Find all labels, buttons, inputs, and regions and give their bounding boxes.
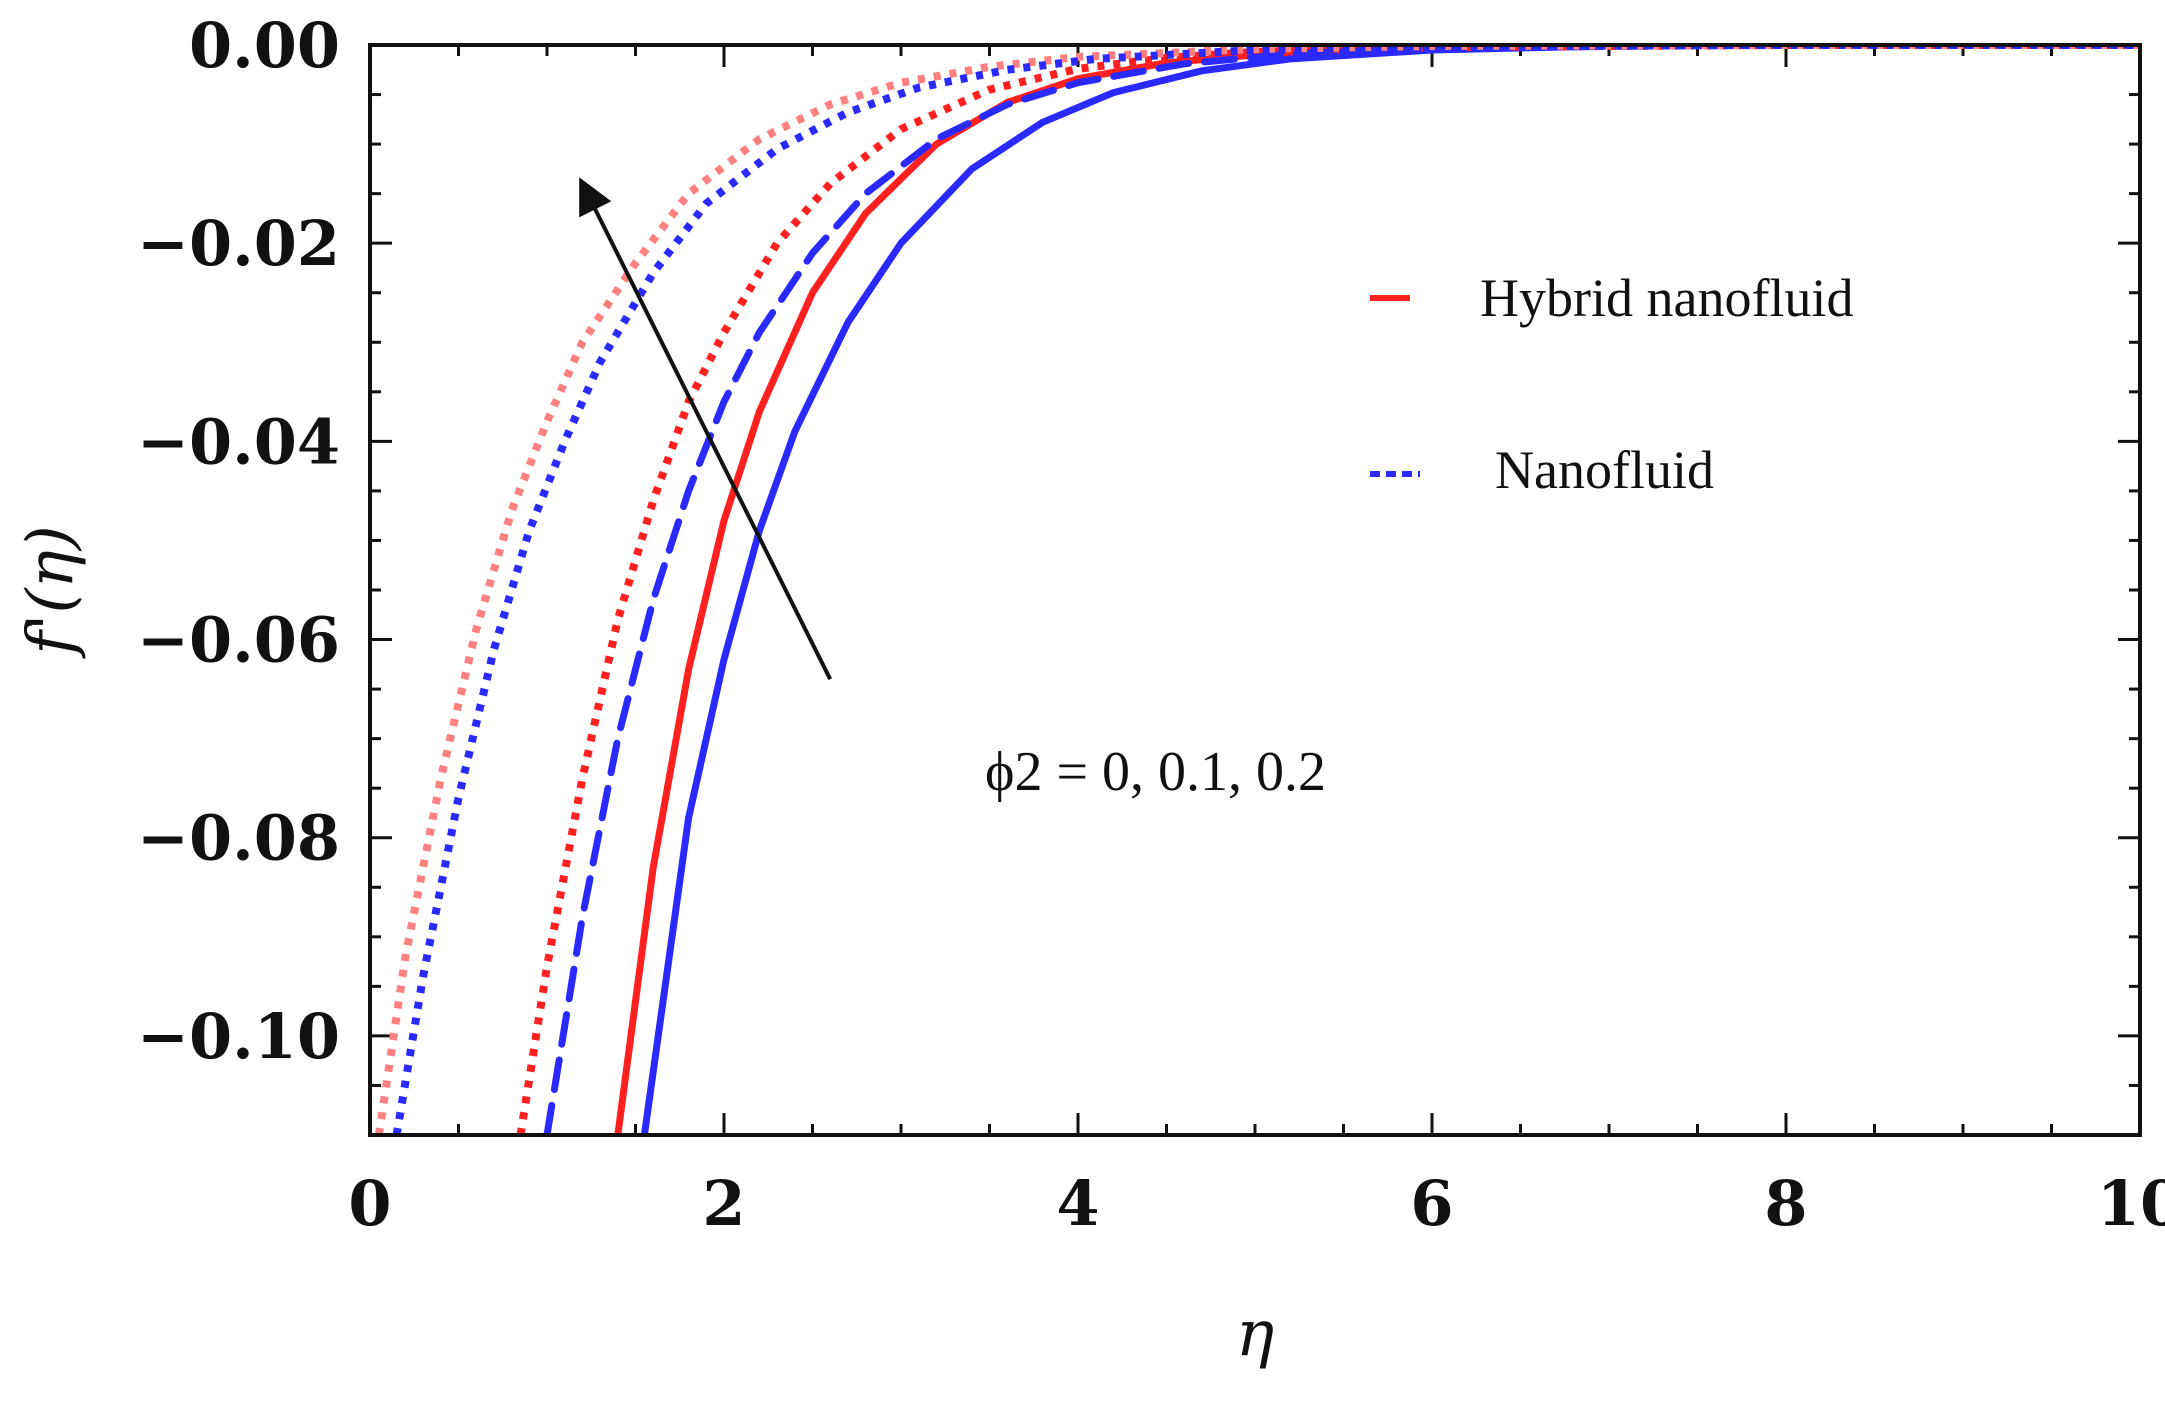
x-tick-label: 10 [2097,1167,2165,1240]
y-tick-label: −0.04 [137,405,340,478]
series-line-hybrid-2 [516,45,2140,1135]
legend-label-hybrid: Hybrid nanofluid [1480,268,1853,328]
y-tick-label: −0.02 [137,207,340,280]
x-tick-label: 2 [702,1167,745,1240]
y-axis-label: f'(η) [14,525,88,659]
tick-labels: 0 2 4 6 8 10 0.00 −0.02 −0.04 −0.06 −0.08 −0.10 [137,9,2165,1240]
series-line-nanofluid-5 [392,45,2140,1135]
plot-frame [368,43,2142,1137]
legend: Hybrid nanofluid Nanofluid [1370,268,1853,500]
x-tick-label: 4 [1056,1167,1099,1240]
y-tick-label: −0.08 [137,802,340,875]
legend-label-nanofluid: Nanofluid [1495,440,1714,500]
axis-ticks [368,43,2142,1137]
series-layer [374,45,2140,1135]
series-line-hybrid-0 [614,45,2140,1135]
y-tick-label: −0.10 [137,1000,340,1073]
x-axis-label: η [1236,1297,1274,1371]
y-tick-label: −0.06 [137,604,340,677]
y-tick-label: 0.00 [189,9,340,82]
x-tick-label: 0 [348,1167,391,1240]
annotation-arrow [579,177,832,681]
x-tick-label: 8 [1764,1167,1807,1240]
annotation-text: ϕ2 = 0, 0.1, 0.2 [985,741,1326,803]
x-tick-label: 6 [1410,1167,1453,1240]
series-line-nanofluid-3 [543,45,2140,1135]
series-line-hybrid-4 [374,45,2140,1135]
